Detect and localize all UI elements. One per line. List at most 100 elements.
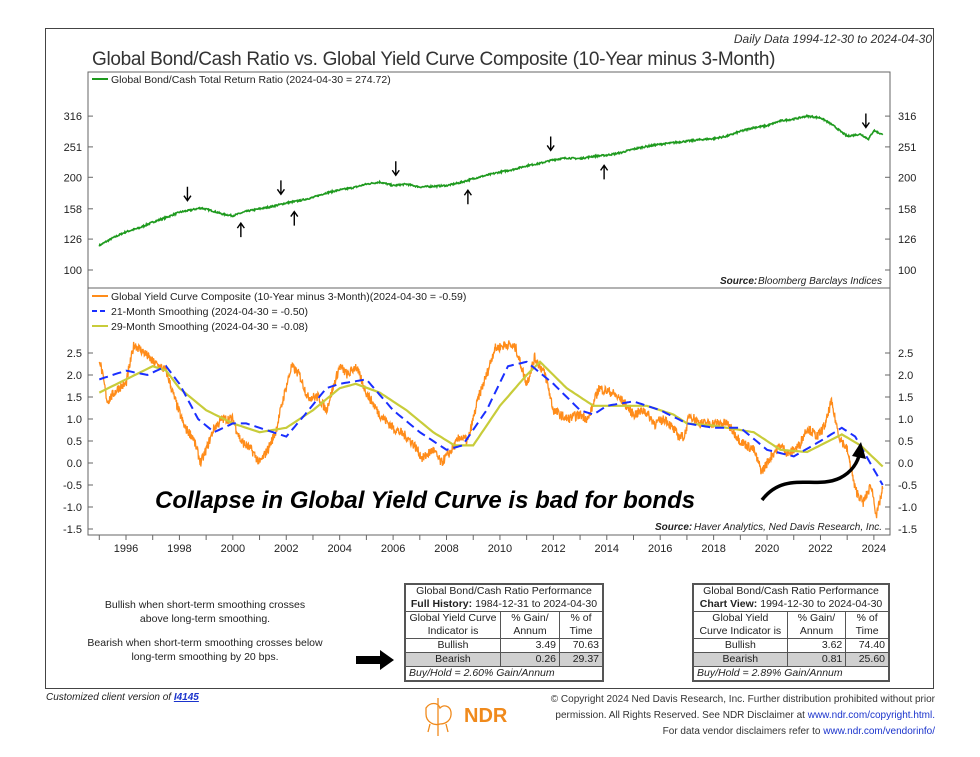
row-label: Bullish (405, 638, 501, 653)
col-gain: % Gain/ Annum (786, 611, 847, 639)
x-tick-label: 2008 (434, 543, 458, 555)
chart-title: Global Bond/Cash Ratio vs. Global Yield … (92, 49, 776, 70)
source-bottom: Haver Analytics, Ned Davis Research, Inc… (694, 522, 882, 533)
col-gain: % Gain/ Annum (499, 611, 561, 639)
y-tick-label-left: 251 (64, 142, 82, 154)
annotation-text: Collapse in Global Yield Curve is bad fo… (155, 487, 695, 514)
x-tick-label: 2012 (541, 543, 565, 555)
full-history-table: Global Bond/Cash Ratio Performance Full H… (404, 583, 604, 682)
col-indicator: Global Yield Curve Indicator is (693, 611, 788, 639)
y-tick-label-left: 200 (64, 172, 82, 184)
bottom-panel (87, 287, 891, 536)
y-tick-label-right: 1.5 (898, 392, 913, 404)
bullish-note: Bullish when short-term smoothing crosse… (104, 599, 306, 625)
series-line-bond-cash-ratio (98, 114, 884, 247)
chart-view-table: Global Bond/Cash Ratio Performance Chart … (692, 583, 890, 682)
client-version: Customized client version of I4145 (46, 692, 199, 703)
client-link[interactable]: I4145 (173, 692, 199, 703)
buy-hold: Buy/Hold = 2.60% Gain/Annum (405, 666, 603, 681)
y-tick-label-right: 251 (898, 142, 916, 154)
buy-hold: Buy/Hold = 2.89% Gain/Annum (693, 666, 889, 681)
y-tick-label-right: 1.0 (898, 414, 913, 426)
row-time: 25.60 (845, 652, 889, 667)
y-tick-label-left: 316 (64, 111, 82, 123)
row-gain: 0.26 (499, 652, 561, 667)
legend-21month: 21-Month Smoothing (2024-04-30 = -0.50) (111, 306, 308, 318)
copyright-line2: permission. All Rights Reserved. See NDR… (555, 710, 808, 721)
y-tick-label-left: 1.0 (67, 414, 82, 426)
x-tick-label: 2006 (381, 543, 405, 555)
sell-arrow-down-icon (276, 180, 285, 196)
y-tick-label-left: 126 (64, 234, 82, 246)
y-tick-label-left: 0.0 (67, 458, 82, 470)
row-time: 70.63 (559, 638, 603, 653)
y-tick-label-right: 316 (898, 111, 916, 123)
col-time: % of Time (559, 611, 603, 639)
x-tick-label: 2024 (862, 543, 886, 555)
y-tick-label-left: 158 (64, 204, 82, 216)
annotation-arrow (760, 451, 862, 502)
copyright-line1: © Copyright 2024 Ned Davis Research, Inc… (550, 694, 935, 705)
x-tick-label: 2004 (327, 543, 351, 555)
logo-text: NDR (464, 704, 508, 727)
copyright-line3: For data vendor disclaimers refer to (662, 726, 824, 737)
table-title: Global Bond/Cash Ratio Performance (703, 585, 879, 597)
row-gain: 3.49 (499, 638, 561, 653)
row-label: Bearish (405, 652, 501, 667)
y-tick-label-right: -1.5 (898, 524, 917, 536)
y-tick-label-left: 2.0 (67, 370, 82, 382)
y-tick-label-left: -1.5 (63, 524, 82, 536)
x-tick-label: 2018 (701, 543, 725, 555)
table-title: Global Bond/Cash Ratio Performance (416, 585, 592, 597)
arrow-right-icon (356, 650, 394, 670)
sell-arrow-down-icon (391, 161, 400, 177)
y-tick-label-left: 1.5 (67, 392, 82, 404)
copyright-link[interactable]: www.ndr.com/copyright.html. (807, 710, 935, 721)
x-tick-label: 2010 (488, 543, 512, 555)
signal-notes: Bullish when short-term smoothing crosse… (70, 598, 340, 664)
x-tick-label: 1996 (114, 543, 138, 555)
y-tick-label-right: 2.0 (898, 370, 913, 382)
period-label: Chart View: (699, 598, 758, 610)
buy-arrow-up-icon (600, 164, 609, 180)
period: 1994-12-30 to 2024-04-30 (760, 598, 883, 610)
series-line-21-month (98, 360, 884, 486)
table-row: Bullish 3.62 74.40 (693, 638, 889, 653)
y-tick-label-right: 100 (898, 265, 916, 277)
copyright: © Copyright 2024 Ned Davis Research, Inc… (551, 692, 935, 740)
x-tick-label: 2020 (755, 543, 779, 555)
legend-29month: 29-Month Smoothing (2024-04-30 = -0.08) (111, 321, 308, 333)
x-tick-label: 2022 (808, 543, 832, 555)
row-gain: 0.81 (786, 652, 847, 667)
y-tick-label-right: 0.5 (898, 436, 913, 448)
legend-bond-cash: Global Bond/Cash Total Return Ratio (202… (111, 74, 391, 86)
row-label: Bearish (693, 652, 788, 667)
table-row: Bullish 3.49 70.63 (405, 638, 603, 653)
y-tick-label-left: 2.5 (67, 348, 82, 360)
x-tick-label: 2016 (648, 543, 672, 555)
y-tick-label-right: 126 (898, 234, 916, 246)
vendor-link[interactable]: www.ndr.com/vendorinfo/ (823, 726, 935, 737)
col-indicator: Global Yield Curve Indicator is (405, 611, 501, 639)
chart-svg: 100 100 126 126 158 158 200 200 251 251 316 316 -1.… (63, 71, 917, 555)
series-line-29-month (98, 360, 884, 468)
y-tick-label-right: -1.0 (898, 502, 917, 514)
x-tick-label: 2002 (274, 543, 298, 555)
row-label: Bullish (693, 638, 788, 653)
y-tick-label-left: -1.0 (63, 502, 82, 514)
x-tick-label: 2000 (221, 543, 245, 555)
y-tick-label-left: 0.5 (67, 436, 82, 448)
row-gain: 3.62 (786, 638, 847, 653)
bull-bear-logo-icon (425, 698, 452, 736)
y-tick-label-right: -0.5 (898, 480, 917, 492)
row-time: 29.37 (559, 652, 603, 667)
y-tick-label-right: 0.0 (898, 458, 913, 470)
y-tick-label-right: 158 (898, 204, 916, 216)
sell-arrow-down-icon (183, 186, 192, 202)
period-label: Full History: (410, 598, 473, 610)
table-row: Bearish 0.81 25.60 (693, 652, 889, 667)
y-tick-label-left: 100 (64, 265, 82, 277)
chart-frame (45, 28, 934, 689)
source-label-bottom: Source: (655, 522, 692, 533)
top-panel (87, 71, 891, 289)
